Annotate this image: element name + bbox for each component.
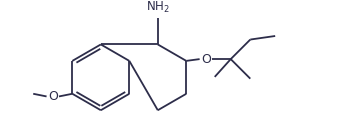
Text: O: O bbox=[48, 90, 58, 103]
Text: NH$_2$: NH$_2$ bbox=[146, 0, 170, 15]
Text: O: O bbox=[201, 53, 211, 66]
